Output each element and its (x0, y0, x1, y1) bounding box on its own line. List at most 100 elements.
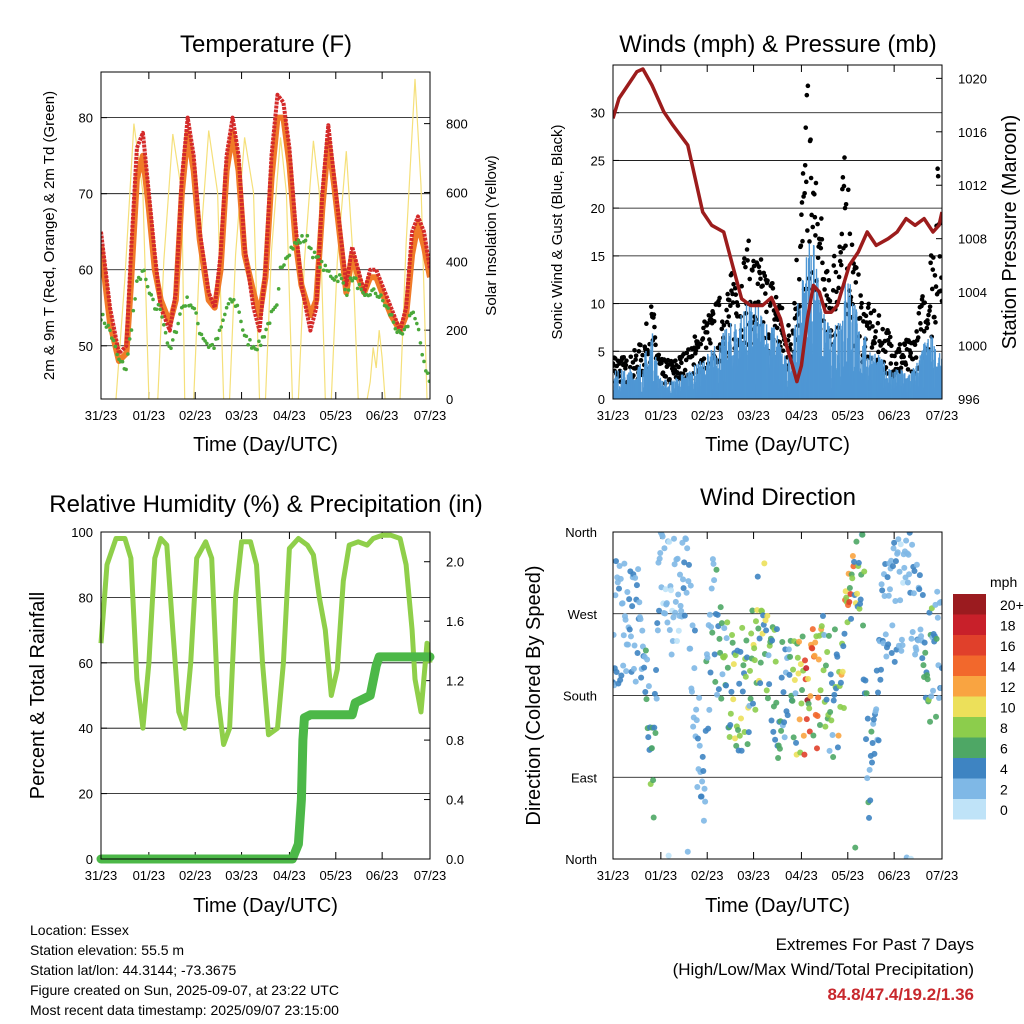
gust-point (821, 277, 827, 282)
direction-point (854, 590, 861, 597)
direction-point (643, 696, 650, 703)
direction-point (803, 716, 810, 723)
dewpoint-point (294, 241, 299, 246)
y2-tick-label: 1000 (958, 339, 987, 354)
direction-point (830, 753, 837, 760)
direction-point (933, 635, 940, 642)
gust-point (925, 321, 931, 326)
dewpoint-point (318, 265, 322, 270)
direction-point (807, 693, 814, 700)
gust-point (786, 333, 792, 338)
direction-point (922, 649, 929, 656)
direction-point (746, 667, 753, 674)
gust-point (770, 286, 776, 291)
direction-point (736, 732, 743, 739)
direction-point (916, 586, 923, 593)
gust-point (710, 311, 716, 317)
gust-point (732, 285, 738, 291)
direction-point (794, 654, 801, 661)
colorbar-swatch (953, 676, 986, 697)
direction-point (685, 578, 692, 585)
direction-point (657, 549, 664, 556)
direction-point (631, 642, 638, 649)
gust-point (704, 330, 710, 335)
speed-colorbar: mph 20+ 18 16 14 12 10 8 6 4 2 0 (953, 574, 1024, 820)
gust-point (676, 375, 682, 380)
direction-point (687, 582, 694, 589)
dewpoint-point (337, 273, 342, 277)
direction-point (706, 611, 713, 618)
gust-point (652, 324, 657, 330)
dewpoint-point (345, 293, 349, 298)
direction-point (615, 585, 622, 592)
gust-point (777, 339, 783, 345)
direction-point (891, 539, 898, 546)
dewpoint-point (411, 310, 416, 315)
gust-point (838, 250, 844, 255)
dewpoint-point (334, 274, 338, 279)
direction-point (714, 611, 721, 618)
direction-point (748, 630, 755, 637)
direction-point (648, 745, 655, 752)
direction-point (877, 666, 884, 673)
x-tick-label: 01/23 (645, 868, 678, 883)
direction-point (621, 560, 628, 567)
direction-point (764, 612, 771, 619)
gust-point (638, 357, 644, 363)
dewpoint-point (185, 295, 189, 299)
direction-point (662, 586, 669, 593)
dewpoint-point (327, 269, 331, 273)
gust-point (939, 298, 942, 304)
gust-point (849, 242, 855, 248)
direction-point (802, 657, 809, 664)
direction-point (681, 559, 688, 566)
direction-point (880, 640, 887, 647)
gust-point (905, 367, 911, 372)
y-tick-label: North (565, 852, 597, 867)
direction-point (708, 623, 715, 630)
direction-point (806, 728, 813, 735)
gust-point (653, 342, 658, 348)
direction-point (927, 718, 934, 725)
direction-point (752, 618, 759, 625)
gust-point (638, 342, 643, 348)
direction-point (797, 661, 804, 668)
dewpoint-point (174, 330, 179, 335)
direction-point (913, 647, 920, 654)
gust-point (902, 342, 908, 348)
gust-point (628, 354, 634, 360)
x-tick-label: 31/23 (597, 868, 630, 883)
gust-point (812, 191, 817, 197)
direction-point (626, 626, 633, 633)
gust-point (798, 243, 804, 249)
direction-point (909, 541, 916, 548)
gust-point (867, 320, 873, 325)
direction-point (743, 654, 750, 661)
direction-point (721, 652, 728, 659)
direction-point (882, 631, 889, 638)
direction-point (729, 639, 736, 646)
gust-point (871, 308, 877, 314)
gust-point (758, 257, 764, 262)
direction-point (850, 563, 857, 570)
colorbar-swatch (953, 635, 986, 656)
direction-point (670, 614, 677, 621)
direction-point (769, 637, 776, 644)
direction-point (632, 574, 639, 581)
gust-point (842, 155, 847, 160)
gust-point (815, 255, 821, 261)
elevation-text: Station elevation: 55.5 m (30, 942, 185, 958)
plot-frame (100, 71, 431, 400)
direction-point (822, 662, 829, 669)
direction-point (730, 661, 737, 668)
created-text: Figure created on Sun, 2025-09-07, at 23… (30, 982, 339, 998)
direction-point (709, 556, 716, 563)
direction-point (678, 607, 685, 614)
direction-point (634, 650, 641, 657)
direction-point (781, 734, 788, 741)
direction-point (699, 778, 706, 785)
direction-point (814, 713, 821, 720)
dewpoint-point (380, 298, 385, 303)
direction-point (906, 571, 913, 578)
y-tick-label: 70 (79, 187, 93, 202)
